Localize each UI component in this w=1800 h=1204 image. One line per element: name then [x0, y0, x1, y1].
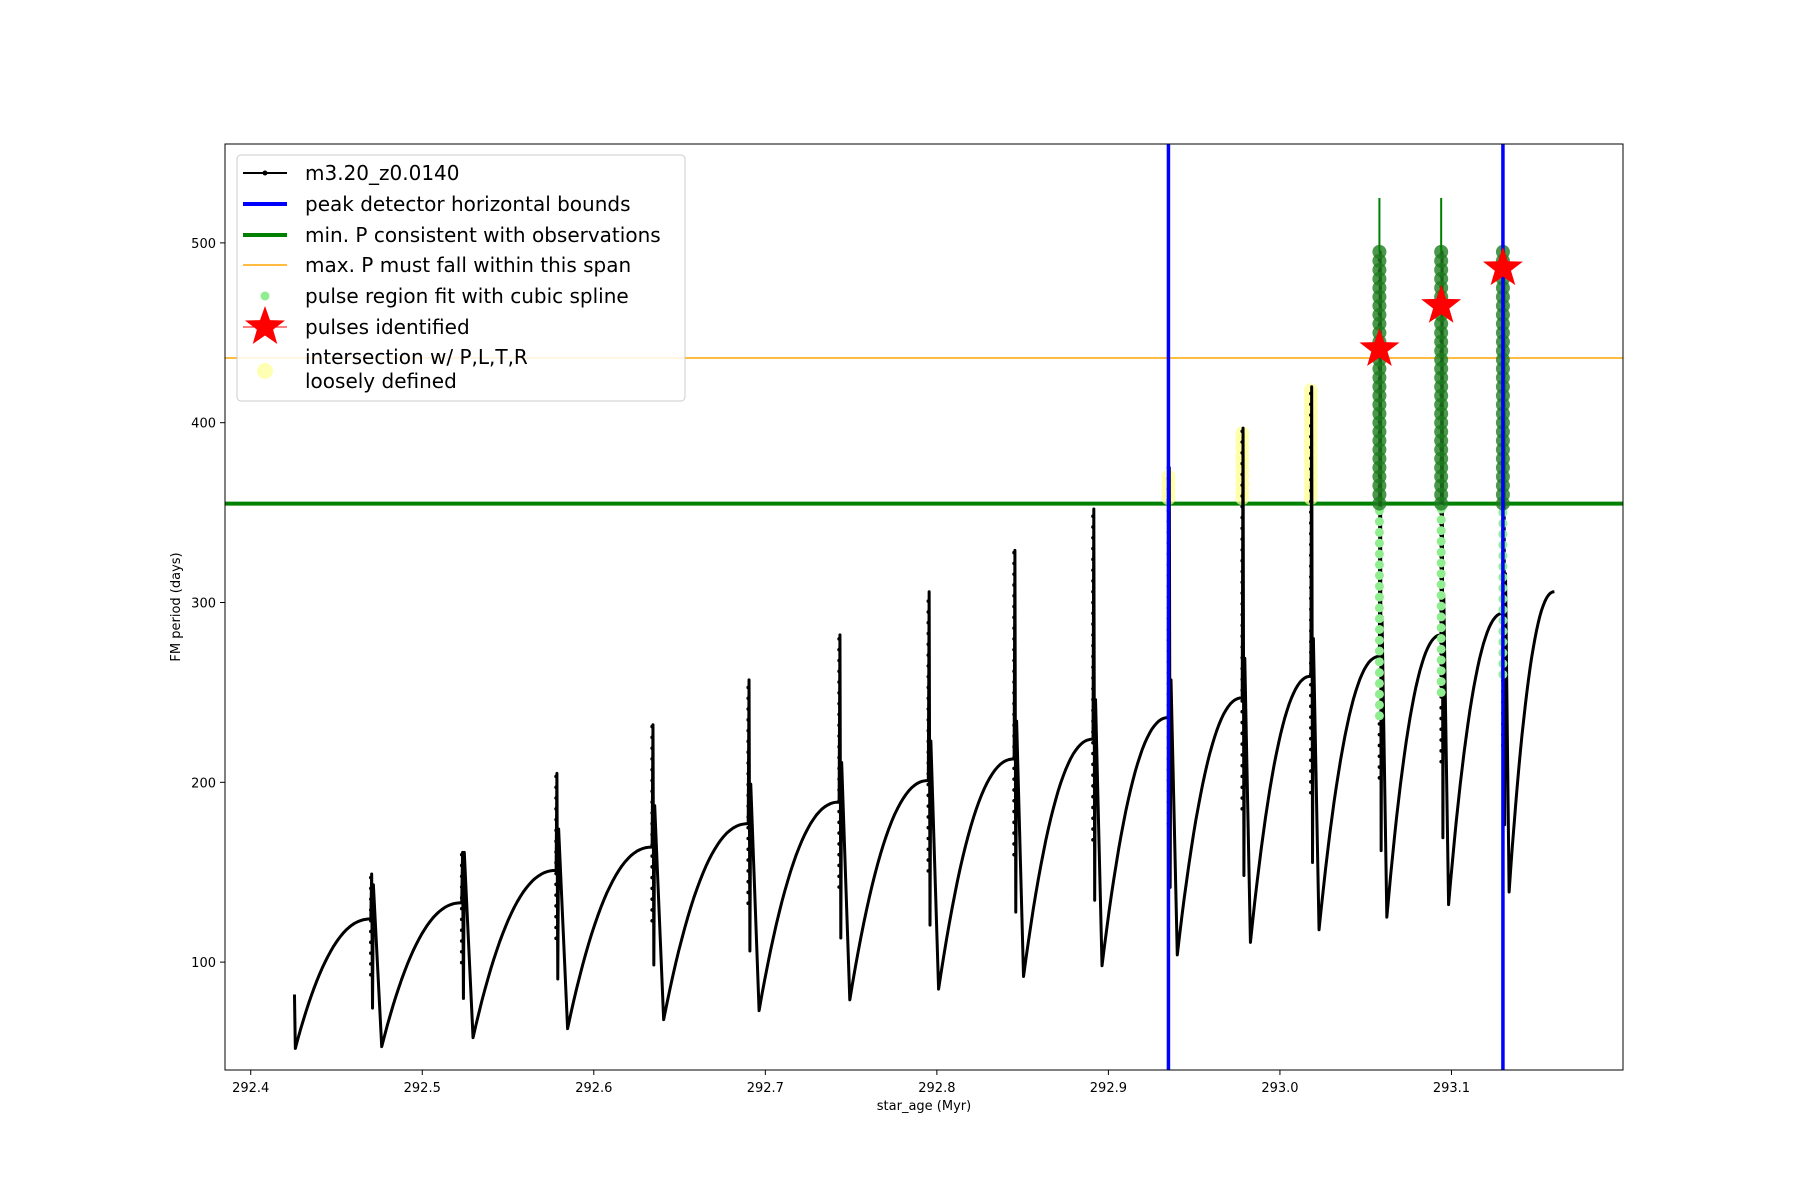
pulse-star-1: [1359, 328, 1400, 366]
legend-label-3: min. P consistent with observations: [305, 223, 661, 247]
legend-label-6: pulses identified: [305, 315, 470, 339]
x-axis-label: star_age (Myr): [877, 1099, 971, 1114]
y-tick-label-4: 400: [191, 417, 216, 432]
spike-3: [554, 774, 558, 941]
x-tick-label-1: 292.4: [232, 1081, 269, 1096]
legend-frame: [236, 154, 686, 402]
legend-label-8: loosely defined: [305, 369, 457, 393]
spike-9: [1091, 514, 1095, 842]
plot-frame: [224, 143, 1624, 1071]
spike-11: [1240, 429, 1244, 811]
pulse-region-1: [1372, 197, 1387, 721]
pulse-star-2: [1421, 284, 1462, 323]
legend-label-7: intersection w/ P,L,T,R: [305, 345, 528, 369]
spike-8: [1012, 550, 1016, 857]
legend-label-1: m3.20_z0.0140: [305, 161, 460, 185]
spike-4: [650, 724, 654, 923]
y-tick-label-2: 200: [191, 776, 216, 791]
legend-item-2: peak detector horizontal bounds: [243, 192, 631, 216]
legend-label-2: peak detector horizontal bounds: [305, 192, 631, 216]
legend-item-7: intersection w/ P,L,T,R: [305, 345, 528, 369]
legend-item-6: pulses identified: [243, 306, 470, 344]
legend-item-3: min. P consistent with observations: [243, 223, 661, 247]
y-axis-label: FM period (days): [169, 552, 184, 661]
axis-ticks: 292.4 292.5 292.6 292.7 292.8 292.9 293.0 293.1…: [191, 237, 1470, 1096]
x-tick-label-6: 292.9: [1090, 1081, 1127, 1096]
spike-7: [926, 599, 931, 873]
y-tick-label-5: 500: [191, 237, 216, 252]
legend-item-8: loosely defined: [257, 363, 457, 393]
legend-item-4: max. P must fall within this span: [243, 253, 631, 277]
pulse-star-3: [1483, 247, 1523, 286]
x-tick-label-5: 292.8: [918, 1081, 955, 1096]
spike-1: [369, 875, 373, 977]
spike-6: [837, 637, 841, 889]
legend-item-1: m3.20_z0.0140: [243, 161, 460, 185]
y-tick-label-1: 100: [191, 956, 216, 971]
y-tick-label-3: 300: [191, 597, 216, 612]
x-tick-label-2: 292.5: [404, 1081, 441, 1096]
spike-2: [459, 852, 464, 965]
x-tick-label-3: 292.6: [575, 1081, 612, 1096]
pulse-region-2: [1434, 197, 1449, 697]
spike-5: [746, 685, 750, 906]
legend-label-4: max. P must fall within this span: [305, 253, 631, 277]
x-tick-label-8: 293.1: [1433, 1081, 1470, 1096]
legend-label-5: pulse region fit with cubic spline: [305, 284, 629, 308]
legend-item-5: pulse region fit with cubic spline: [260, 284, 629, 308]
x-tick-label-4: 292.7: [747, 1081, 784, 1096]
spike-12: [1309, 391, 1313, 795]
x-tick-label-7: 293.0: [1261, 1081, 1298, 1096]
plot-data-layer: [225, 144, 1623, 1070]
